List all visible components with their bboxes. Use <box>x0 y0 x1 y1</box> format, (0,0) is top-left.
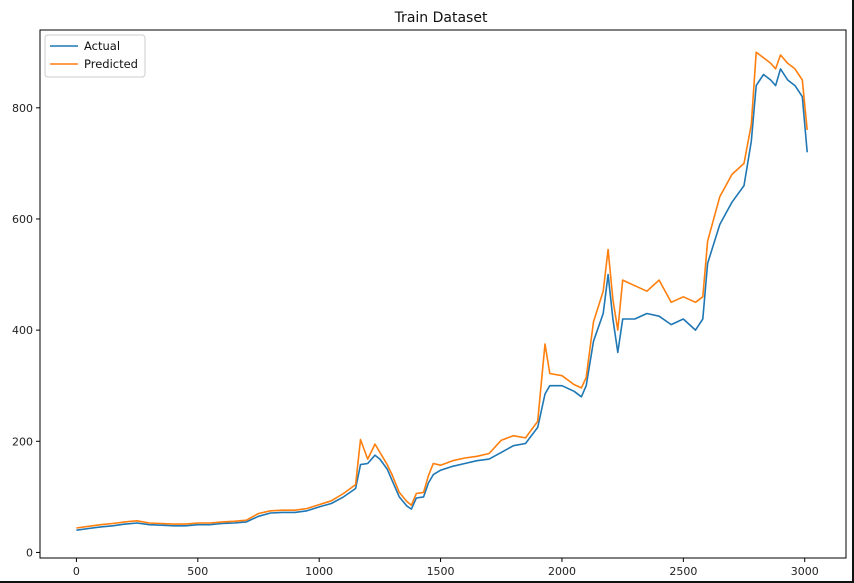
x-tick-label: 2000 <box>548 565 576 578</box>
y-tick-label: 200 <box>12 435 33 448</box>
x-tick-label: 2500 <box>669 565 697 578</box>
legend-label-actual: Actual <box>84 39 120 53</box>
x-tick-label: 3000 <box>791 565 819 578</box>
x-tick-label: 1000 <box>305 565 333 578</box>
x-tick-label: 0 <box>73 565 80 578</box>
series-line-actual <box>76 68 808 531</box>
series-group <box>76 51 808 531</box>
x-axis: 0 500 1000 1500 2000 2500 3000 <box>73 558 819 578</box>
y-tick-label: 0 <box>26 546 33 559</box>
legend: Actual Predicted <box>44 34 146 78</box>
y-tick-label: 400 <box>12 324 33 337</box>
y-axis: 0 200 400 600 800 <box>12 102 40 559</box>
y-tick-label: 800 <box>12 102 33 115</box>
legend-label-predicted: Predicted <box>84 57 138 71</box>
y-tick-label: 600 <box>12 213 33 226</box>
series-line-predicted <box>76 51 808 529</box>
chart-title: Train Dataset <box>394 10 488 26</box>
x-tick-label: 500 <box>187 565 208 578</box>
plot-area <box>39 29 847 559</box>
x-tick-label: 1500 <box>427 565 455 578</box>
